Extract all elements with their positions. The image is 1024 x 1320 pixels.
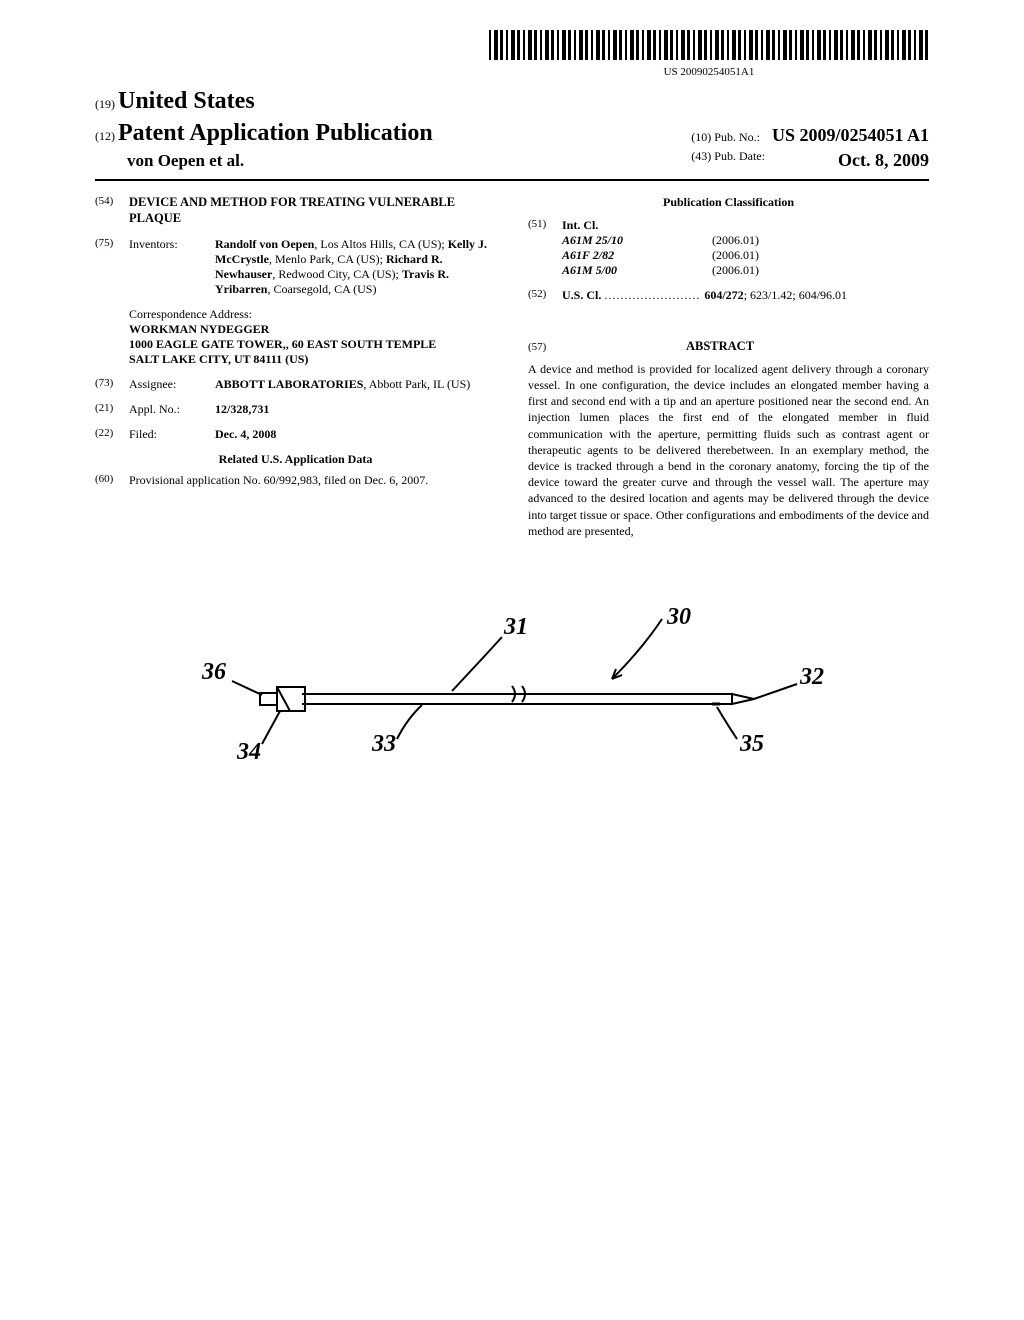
title: DEVICE AND METHOD FOR TREATING VULNERABL… [129, 195, 496, 226]
filed-label: Filed: [129, 427, 215, 442]
related-header: Related U.S. Application Data [95, 452, 496, 467]
title-code: (54) [95, 195, 129, 226]
uscl-dots: ........................ [604, 288, 704, 302]
correspondence: Correspondence Address: WORKMAN NYDEGGER… [129, 307, 496, 367]
uscl-classes: 604/272; 623/1.42; 604/96.01 [704, 288, 847, 302]
correspondence-line1: WORKMAN NYDEGGER [129, 322, 496, 337]
intcl-entry: A61F 2/82(2006.01) [562, 248, 929, 263]
barcode-text: US 20090254051A1 [489, 66, 929, 80]
uscl-class: 604/272 [704, 288, 743, 302]
assignee-row: (73) Assignee: ABBOTT LABORATORIES, Abbo… [95, 377, 496, 392]
doc-type: Patent Application Publication [118, 120, 433, 146]
correspondence-label: Correspondence Address: [129, 307, 496, 322]
uscl-label: U.S. Cl. [562, 288, 601, 302]
correspondence-line2: 1000 EAGLE GATE TOWER,, 60 EAST SOUTH TE… [129, 337, 496, 352]
assignee-name: ABBOTT LABORATORIES [215, 377, 363, 391]
intcl-class-code: A61M 25/10 [562, 233, 712, 248]
inventor-loc: , Redwood City, CA (US); [272, 267, 402, 281]
provisional-row: (60) Provisional application No. 60/992,… [95, 473, 496, 488]
inventors-row: (75) Inventors: Randolf von Oepen, Los A… [95, 237, 496, 297]
abstract-code: (57) [528, 341, 546, 353]
svg-text:30: 30 [666, 604, 691, 630]
figure-svg: 30 31 32 33 34 35 36 [172, 599, 852, 779]
assignee-loc: , Abbott Park, IL (US) [363, 377, 470, 391]
intcl-entry: A61M 25/10(2006.01) [562, 233, 929, 248]
applno-row: (21) Appl. No.: 12/328,731 [95, 402, 496, 417]
country: United States [118, 88, 255, 114]
intcl-row: (51) Int. Cl. A61M 25/10(2006.01)A61F 2/… [528, 218, 929, 278]
uscl-class: ; 623/1.42 [744, 288, 793, 302]
uscl-class: ; 604/96.01 [792, 288, 847, 302]
correspondence-line3: SALT LAKE CITY, UT 84111 (US) [129, 352, 496, 367]
assignee-label: Assignee: [129, 377, 215, 392]
inventor-name: Randolf von Oepen [215, 237, 314, 251]
pubno-code: (10) [691, 130, 711, 144]
svg-text:35: 35 [739, 731, 764, 757]
intcl-code: (51) [528, 218, 562, 278]
barcode-graphic [489, 30, 929, 60]
left-column: (54) DEVICE AND METHOD FOR TREATING VULN… [95, 195, 496, 539]
pub-class-header: Publication Classification [528, 195, 929, 210]
country-code: (19) [95, 97, 115, 111]
svg-text:33: 33 [371, 731, 396, 757]
applno-value: 12/328,731 [215, 402, 496, 417]
inventor-loc: , Coarsegold, CA (US) [267, 282, 376, 296]
applno-code: (21) [95, 402, 129, 417]
inventors-list: Randolf von Oepen, Los Altos Hills, CA (… [215, 237, 496, 297]
svg-text:32: 32 [799, 664, 824, 690]
uscl-row: (52) U.S. Cl. ........................ 6… [528, 288, 929, 303]
inventor-loc: , Los Altos Hills, CA (US); [314, 237, 447, 251]
svg-text:34: 34 [236, 739, 261, 765]
title-row: (54) DEVICE AND METHOD FOR TREATING VULN… [95, 195, 496, 226]
svg-text:36: 36 [201, 659, 226, 685]
abstract-body: A device and method is provided for loca… [528, 361, 929, 539]
header-left: (19) United States (12) Patent Applicati… [95, 86, 433, 171]
pubdate-code: (43) [691, 149, 711, 163]
filed-row: (22) Filed: Dec. 4, 2008 [95, 427, 496, 442]
intcl-year: (2006.01) [712, 263, 759, 278]
pubdate-label: Pub. Date: [714, 149, 765, 163]
inventors-label: Inventors: [129, 237, 215, 297]
columns: (54) DEVICE AND METHOD FOR TREATING VULN… [95, 195, 929, 539]
provisional-code: (60) [95, 473, 129, 488]
applno-label: Appl. No.: [129, 402, 215, 417]
intcl-class-code: A61M 5/00 [562, 263, 712, 278]
inventors-code: (75) [95, 237, 129, 297]
assignee-value: ABBOTT LABORATORIES, Abbott Park, IL (US… [215, 377, 496, 392]
barcode-area: US 20090254051A1 [95, 30, 929, 80]
svg-text:31: 31 [503, 614, 528, 640]
figure-area: 30 31 32 33 34 35 36 [95, 599, 929, 799]
pubdate-value: Oct. 8, 2009 [838, 149, 929, 172]
pubno-value: US 2009/0254051 A1 [772, 125, 929, 145]
intcl-label: Int. Cl. [562, 218, 929, 233]
uscl-code: (52) [528, 288, 562, 303]
doc-type-code: (12) [95, 129, 115, 143]
filed-code: (22) [95, 427, 129, 442]
right-column: Publication Classification (51) Int. Cl.… [528, 195, 929, 539]
inventor-loc: , Menlo Park, CA (US); [269, 252, 386, 266]
filed-value: Dec. 4, 2008 [215, 427, 496, 442]
header-right: (10) Pub. No.: US 2009/0254051 A1 (43) P… [691, 124, 929, 171]
intcl-entry: A61M 5/00(2006.01) [562, 263, 929, 278]
pubno-label: Pub. No.: [714, 130, 760, 144]
header-row: (19) United States (12) Patent Applicati… [95, 86, 929, 171]
authors: von Oepen et al. [127, 150, 433, 171]
abstract-header: ABSTRACT [550, 339, 891, 355]
header-rule [95, 179, 929, 181]
intcl-year: (2006.01) [712, 248, 759, 263]
provisional-text: Provisional application No. 60/992,983, … [129, 473, 496, 488]
intcl-class-code: A61F 2/82 [562, 248, 712, 263]
intcl-year: (2006.01) [712, 233, 759, 248]
uscl-value: U.S. Cl. ........................ 604/27… [562, 288, 929, 303]
intcl-list: A61M 25/10(2006.01)A61F 2/82(2006.01)A61… [562, 233, 929, 278]
assignee-code: (73) [95, 377, 129, 392]
